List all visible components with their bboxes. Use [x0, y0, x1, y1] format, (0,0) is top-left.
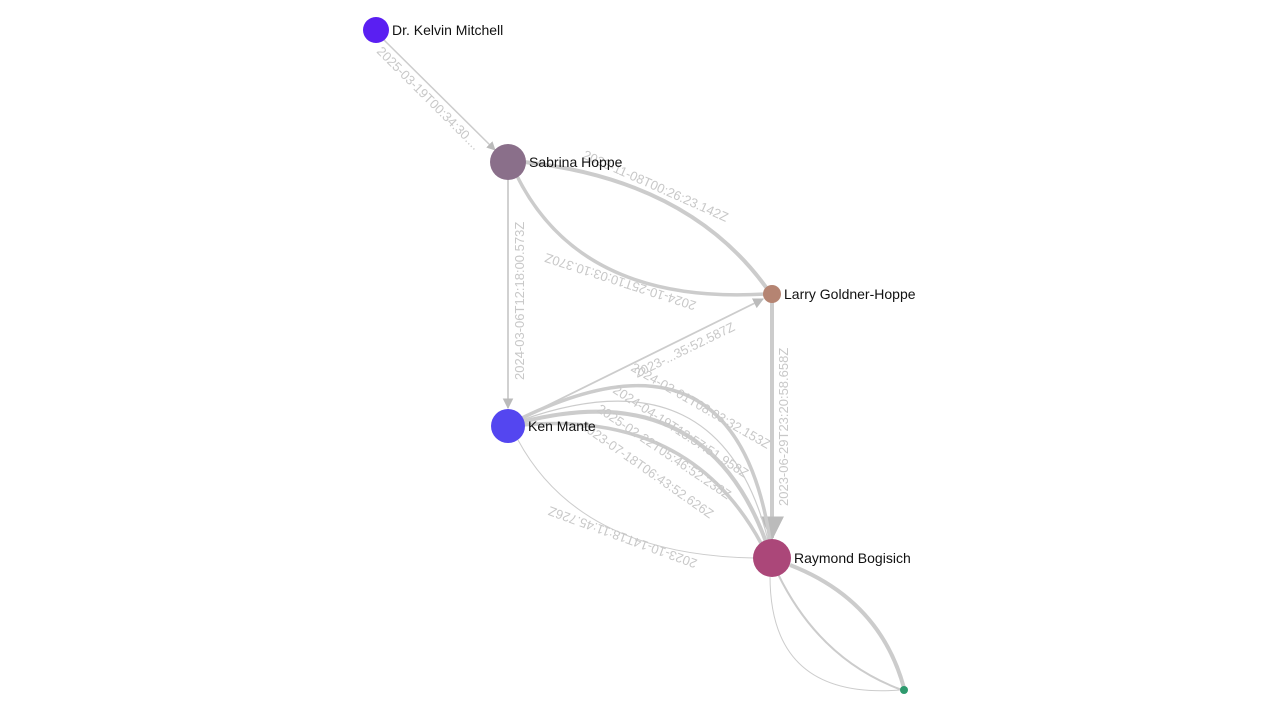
- node-sabrina[interactable]: Sabrina Hoppe: [490, 144, 623, 180]
- nodes-layer: Dr. Kelvin Mitchell Sabrina Hoppe Larry …: [363, 17, 916, 694]
- edge-label: 2023-06-29T23:20:58.658Z: [776, 348, 791, 506]
- edge-raymond-unnamed-2[interactable]: [777, 573, 903, 691]
- edge-label: 2023-10-14T18:11:45.726Z: [546, 503, 699, 571]
- edge-ken-raymond-4[interactable]: [521, 421, 764, 546]
- node-raymond[interactable]: Raymond Bogisich: [753, 539, 911, 577]
- node-circle[interactable]: [900, 686, 908, 694]
- node-label: Larry Goldner-Hoppe: [784, 286, 916, 302]
- edge-larry-sabrina[interactable]: [514, 173, 766, 297]
- node-circle[interactable]: [491, 409, 525, 443]
- edge-unnamed-raymond[interactable]: [769, 575, 901, 692]
- edge-label: 2024-03-06T12:18:00.573Z: [512, 222, 527, 380]
- node-unnamed[interactable]: [900, 686, 908, 694]
- node-kelvin[interactable]: Dr. Kelvin Mitchell: [363, 17, 503, 43]
- node-circle[interactable]: [753, 539, 791, 577]
- node-larry[interactable]: Larry Goldner-Hoppe: [763, 285, 916, 303]
- node-ken[interactable]: Ken Mante: [491, 409, 596, 443]
- edge-kelvin-sabrina[interactable]: [381, 37, 496, 151]
- node-label: Sabrina Hoppe: [529, 154, 623, 170]
- node-circle[interactable]: [763, 285, 781, 303]
- edge-label: 2025-03-19T00:34:30....: [374, 44, 483, 153]
- node-label: Ken Mante: [528, 418, 596, 434]
- node-label: Raymond Bogisich: [794, 550, 911, 566]
- edge-ken-larry[interactable]: [521, 298, 764, 419]
- edge-label: 2024-10-25T10:03:10.370Z: [543, 250, 698, 313]
- edge-raymond-unnamed-1[interactable]: [789, 563, 906, 689]
- edge-ken-raymond-3[interactable]: [521, 409, 768, 543]
- edge-sabrina-larry[interactable]: [523, 160, 770, 292]
- edge-ken-raymond-1[interactable]: [521, 384, 772, 541]
- edge-ken-raymond-2[interactable]: [521, 400, 769, 541]
- node-label: Dr. Kelvin Mitchell: [392, 22, 503, 38]
- node-circle[interactable]: [490, 144, 526, 180]
- node-circle[interactable]: [363, 17, 389, 43]
- edge-raymond-ken[interactable]: [517, 439, 755, 559]
- edges-layer: [381, 37, 906, 692]
- edge-labels-layer: 2025-03-19T00:34:30.... 2024-03-06T12:18…: [374, 44, 791, 572]
